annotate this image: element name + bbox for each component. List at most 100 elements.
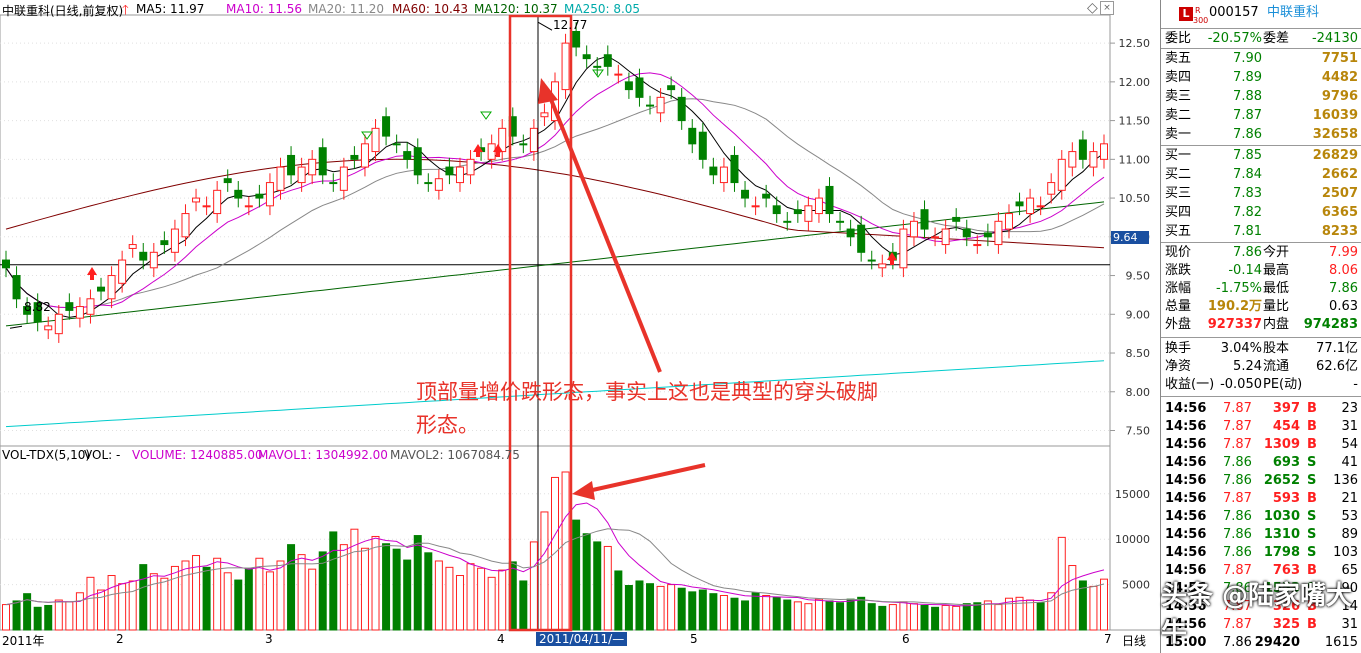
close-icon[interactable]: ×: [1100, 1, 1114, 15]
volume-bar: [118, 583, 127, 631]
tick-price: 7.86: [1223, 545, 1252, 560]
ask-label: 卖二: [1165, 108, 1192, 123]
candle-body: [593, 65, 602, 68]
tick-side: B: [1307, 419, 1317, 434]
volume-bar: [540, 511, 549, 631]
tick-volume: 29420: [1254, 635, 1300, 650]
candle-body: [719, 166, 728, 184]
volume-bar: [656, 585, 665, 631]
volume-bar: [276, 560, 285, 631]
volume-bar: [202, 566, 211, 631]
tick-price: 7.87: [1223, 617, 1252, 632]
candle-body: [519, 143, 528, 146]
volume-bar: [318, 551, 327, 631]
candle-body: [698, 131, 707, 160]
stat2-value: -0.050: [1220, 377, 1262, 392]
volume-bar: [519, 580, 528, 631]
tick-volume: 397: [1272, 401, 1300, 416]
candle-body: [403, 151, 412, 160]
volume-value: VOLUME: 1240885.00: [132, 448, 263, 462]
ma120-label: MA120: 10.37: [474, 2, 558, 16]
bid-row: 买四 7.82 6365: [1161, 204, 1361, 222]
volume-bar: [931, 606, 940, 631]
stat2-label: 净资: [1165, 359, 1192, 374]
volume-bar: [624, 585, 633, 631]
y-tick-label: 11.00: [1119, 153, 1151, 166]
tick-time: 14:56: [1165, 527, 1207, 542]
bid-volume: 2507: [1321, 186, 1358, 201]
volume-bar: [1100, 578, 1108, 631]
volume-bar: [181, 560, 190, 631]
tick-price: 7.86: [1223, 635, 1252, 650]
tick-count: 53: [1341, 509, 1358, 524]
volume-bar: [12, 600, 21, 631]
candle-body: [382, 116, 391, 137]
tick-side: S: [1307, 509, 1317, 524]
stat2-value: 77.1亿: [1316, 341, 1358, 356]
candle-body: [867, 259, 876, 262]
volume-bar: [572, 519, 581, 631]
vol-indicator-title: VOL-TDX(5,10): [2, 448, 91, 462]
volume-bar: [741, 600, 750, 631]
candle-body: [962, 228, 971, 238]
divider: [1161, 28, 1361, 29]
diamond-icon[interactable]: ◇: [1087, 0, 1098, 16]
candle-body: [308, 158, 317, 176]
volume-bar: [1078, 580, 1087, 631]
x-tick-may: 5: [690, 632, 698, 646]
tick-side: B: [1307, 401, 1317, 416]
ask-row: 卖四 7.89 4482: [1161, 69, 1361, 87]
divider: [1161, 48, 1361, 49]
candle-body: [371, 127, 380, 153]
stat2-label: 股本: [1263, 341, 1290, 356]
volume-bar: [1057, 536, 1066, 631]
bid-volume: 8233: [1321, 224, 1358, 239]
ask-price: 7.86: [1233, 127, 1262, 142]
candle-body: [466, 158, 475, 176]
candle-body: [762, 193, 771, 199]
candle-body: [667, 85, 676, 91]
y-tick-label: 7.50: [1126, 425, 1151, 438]
kline-chart[interactable]: 7.508.008.509.009.5010.0010.5011.0011.50…: [0, 0, 1160, 653]
candle-body: [529, 127, 538, 153]
stat-label: 今开: [1263, 245, 1290, 260]
ask-label: 卖四: [1165, 70, 1192, 85]
annotation-line-1: 顶部量增价跌形态，事实上这也是典型的穿头破脚: [416, 380, 878, 404]
volume-bar: [1004, 597, 1013, 631]
volume-bar: [192, 555, 201, 631]
ask-price: 7.88: [1233, 89, 1262, 104]
tick-count: 54: [1341, 437, 1358, 452]
weicha-value: -24130: [1311, 31, 1358, 46]
volume-bar: [2, 604, 10, 631]
candle-body: [181, 213, 190, 238]
tick-price: 7.87: [1223, 599, 1252, 614]
volume-bar: [962, 603, 971, 631]
kline-chart-area[interactable]: 7.508.008.509.009.5010.0010.5011.0011.50…: [0, 0, 1160, 653]
volume-bar: [234, 579, 243, 631]
tick-volume: 1798: [1263, 545, 1300, 560]
volume-bar: [297, 554, 306, 631]
tick-side: B: [1307, 617, 1317, 632]
tick-row: 14:56 7.86 1310 S 89: [1161, 526, 1361, 544]
candle-body: [54, 313, 63, 335]
period-label[interactable]: 日线: [1122, 634, 1147, 648]
candle-body: [244, 205, 253, 208]
candle-body: [107, 275, 116, 300]
candle-body: [994, 220, 1003, 246]
candle-body: [1078, 139, 1087, 160]
annotation-arrow: [546, 91, 662, 373]
x-tick-feb: 2: [116, 632, 124, 646]
stat-row: 总量 190.2万 量比 0.63: [1161, 298, 1361, 316]
candle-body: [540, 112, 549, 118]
volume-bar: [783, 599, 792, 631]
volume-bar: [382, 543, 391, 631]
stock-badge-r: R: [1195, 6, 1201, 15]
stat-label: 内盘: [1263, 317, 1290, 332]
candle-body: [709, 166, 718, 176]
stat-value: 7.99: [1329, 245, 1358, 260]
volume-bar: [1068, 565, 1077, 631]
candle-body: [624, 81, 633, 91]
tick-time: 14:56: [1165, 491, 1207, 506]
volume-bar: [635, 580, 644, 631]
volume-bar: [762, 594, 771, 631]
